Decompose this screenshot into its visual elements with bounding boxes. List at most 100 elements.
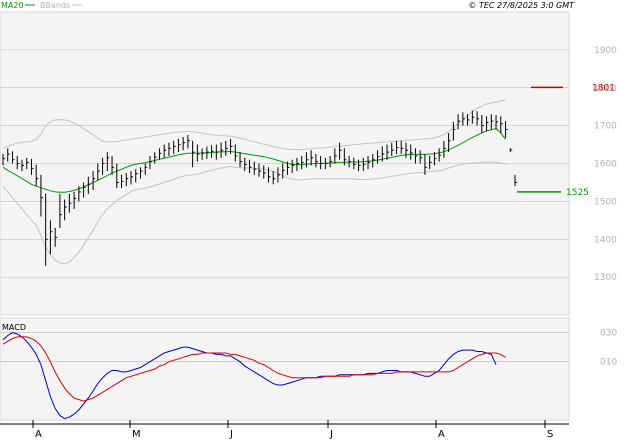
macd-lines <box>2 332 506 420</box>
price-bar <box>2 154 5 166</box>
price-bar <box>481 115 484 134</box>
price-y-tick-label: 1800 <box>594 84 617 94</box>
price-bar <box>301 155 304 170</box>
macd-line <box>2 332 497 420</box>
price-bar <box>486 116 489 132</box>
price-bar <box>320 155 323 170</box>
price-bar <box>452 121 456 141</box>
price-bar <box>258 163 261 177</box>
price-bar <box>230 138 233 155</box>
price-bar <box>358 159 361 172</box>
price-bar <box>377 150 380 164</box>
price-bar <box>448 133 451 153</box>
macd-y-tick-label: 030 <box>600 329 617 339</box>
price-bars <box>2 110 517 266</box>
price-bar <box>410 144 413 160</box>
price-bar <box>249 159 252 173</box>
price-bar <box>509 148 513 153</box>
price-bar <box>310 150 314 166</box>
price-bar <box>263 165 266 179</box>
price-bar <box>102 157 105 175</box>
price-bar <box>500 116 503 134</box>
price-bar <box>419 150 423 164</box>
price-bar <box>334 148 337 164</box>
price-bar <box>438 148 442 162</box>
legend-ma20: MA20 <box>1 1 24 10</box>
price-bar <box>16 155 20 170</box>
price-bar <box>514 174 517 187</box>
price-bar <box>282 163 285 179</box>
price-y-tick-label: 1700 <box>594 122 617 132</box>
price-bar <box>367 155 371 170</box>
price-bar <box>443 140 446 158</box>
price-y-tick-label: 1600 <box>594 160 617 170</box>
price-bar <box>362 157 366 172</box>
price-bar <box>196 144 200 162</box>
price-bar <box>324 157 328 170</box>
price-bar <box>206 146 209 159</box>
price-bar <box>471 110 475 124</box>
price-bar <box>462 112 465 126</box>
price-bar <box>433 152 437 166</box>
support-resistance: 1801 1525 <box>517 83 615 198</box>
price-bar <box>291 159 295 173</box>
price-y-tick-label: 1500 <box>594 197 617 207</box>
price-y-tick-label: 1400 <box>594 235 617 245</box>
price-bar <box>490 114 494 130</box>
x-tick-label: A <box>35 429 42 440</box>
bb-upper-line <box>2 99 506 150</box>
x-tick-label: S <box>547 429 553 440</box>
price-bar <box>92 171 96 191</box>
price-bar <box>26 157 29 170</box>
price-bar <box>215 144 219 160</box>
price-bar <box>343 148 347 166</box>
price-bar <box>154 152 157 164</box>
price-bar <box>144 163 148 175</box>
price-bar <box>277 167 280 183</box>
copyright: © TEC 27/8/2025 3:0 GMT <box>468 1 575 10</box>
price-bar <box>372 154 375 168</box>
price-bar <box>192 140 195 168</box>
price-bar <box>54 227 58 247</box>
price-bar <box>135 169 138 183</box>
support-label: 1525 <box>566 188 589 198</box>
price-bar <box>201 148 205 160</box>
price-bar <box>386 144 389 160</box>
price-bar <box>158 148 162 160</box>
price-gridlines <box>0 49 569 278</box>
price-bar <box>429 155 432 170</box>
price-bar <box>220 142 224 158</box>
macd-panel-bg <box>0 317 570 421</box>
price-bar <box>182 136 186 151</box>
signal-line <box>2 336 506 402</box>
price-bar <box>168 142 171 156</box>
macd-gridlines <box>0 332 569 363</box>
price-bar <box>106 152 110 172</box>
price-bar <box>339 142 342 160</box>
price-bar <box>30 158 34 175</box>
price-bar <box>457 114 461 130</box>
price-y-axis: 1300 1400 1500 1600 1700 1800 1900 <box>594 46 617 283</box>
price-y-tick-label: 1900 <box>594 46 617 56</box>
price-bar <box>348 155 352 168</box>
price-bar <box>73 191 77 209</box>
price-bar <box>225 140 228 156</box>
price-bar <box>505 121 508 138</box>
price-bar <box>125 172 129 187</box>
price-bar <box>239 152 243 168</box>
price-bar <box>111 155 115 175</box>
price-bar <box>59 193 62 228</box>
price-bar <box>315 154 318 168</box>
price-bar <box>405 142 408 158</box>
price-bar <box>424 154 427 175</box>
x-tick-label: M <box>132 429 141 440</box>
price-bar <box>87 176 91 194</box>
price-bar <box>21 159 24 172</box>
price-bar <box>296 157 299 172</box>
price-bar <box>149 155 152 170</box>
price-bar <box>83 182 86 198</box>
price-bar <box>353 157 356 170</box>
price-bar <box>286 161 290 175</box>
